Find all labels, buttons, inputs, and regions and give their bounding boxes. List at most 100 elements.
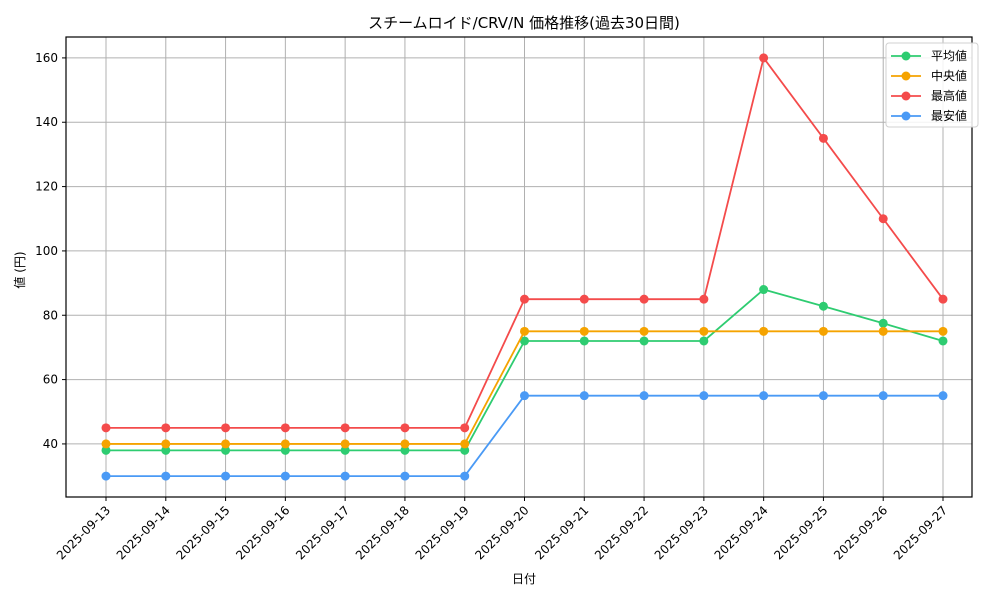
x-tick-label: 2025-09-16 <box>233 503 292 562</box>
data-point-marker <box>101 423 111 433</box>
x-tick-label: 2025-09-13 <box>54 503 113 562</box>
data-point-marker <box>639 336 649 346</box>
data-point-marker <box>759 391 769 401</box>
x-tick-label: 2025-09-14 <box>114 503 173 562</box>
legend-label: 最安値 <box>931 108 967 123</box>
data-point-marker <box>938 336 948 346</box>
x-tick-label: 2025-09-20 <box>472 503 531 562</box>
y-axis: 40 60 80 100 120 140 160 <box>35 51 66 451</box>
x-tick-label: 2025-09-22 <box>592 503 651 562</box>
data-point-marker <box>579 391 589 401</box>
data-point-marker <box>101 439 111 449</box>
x-tick-label: 2025-09-18 <box>353 503 412 562</box>
data-point-marker <box>520 294 529 304</box>
x-tick-label: 2025-09-24 <box>712 503 771 562</box>
data-point-marker <box>400 471 410 481</box>
series-1 <box>101 326 948 449</box>
data-point-marker <box>101 471 111 481</box>
x-tick-label: 2025-09-19 <box>413 503 472 562</box>
data-point-marker <box>221 445 231 455</box>
data-point-marker <box>280 445 290 455</box>
x-tick-label: 2025-09-21 <box>532 503 591 562</box>
y-tick-label: 160 <box>35 51 58 65</box>
data-point-marker <box>639 294 649 304</box>
data-point-marker <box>699 391 709 401</box>
plot-frame <box>65 36 973 498</box>
data-point-marker <box>161 471 171 481</box>
series-0 <box>101 285 948 455</box>
data-point-marker <box>340 423 350 433</box>
data-point-marker <box>400 439 410 449</box>
data-point-marker <box>878 318 888 328</box>
y-tick-label: 100 <box>35 244 58 258</box>
legend-item: 平均値 <box>891 48 967 63</box>
data-point-marker <box>221 423 231 433</box>
legend-label: 最高値 <box>931 88 967 103</box>
legend-label: 平均値 <box>931 48 967 63</box>
y-tick-label: 40 <box>43 437 58 451</box>
data-point-marker <box>460 423 470 433</box>
data-point-marker <box>878 326 888 336</box>
grid-lines <box>66 37 972 497</box>
data-point-marker <box>340 471 350 481</box>
data-point-marker <box>938 326 948 336</box>
data-point-marker <box>400 445 410 455</box>
legend-marker-icon <box>901 71 911 81</box>
legend-box <box>885 42 979 128</box>
data-point-marker <box>818 391 828 401</box>
y-tick-label: 140 <box>35 115 58 129</box>
data-point-marker <box>221 439 231 449</box>
data-point-marker <box>460 445 470 455</box>
series-3 <box>101 391 948 481</box>
legend-marker-icon <box>901 51 911 61</box>
data-point-marker <box>460 471 470 481</box>
data-point-marker <box>579 326 589 336</box>
data-point-marker <box>400 423 410 433</box>
data-point-marker <box>818 133 828 143</box>
data-point-marker <box>280 471 290 481</box>
data-point-marker <box>699 326 709 336</box>
y-tick-label: 80 <box>43 308 58 322</box>
x-axis-label: 日付 <box>512 572 536 586</box>
data-point-marker <box>818 301 828 311</box>
data-point-marker <box>759 326 769 336</box>
data-point-marker <box>460 439 470 449</box>
data-point-marker <box>520 326 529 336</box>
data-point-marker <box>101 445 111 455</box>
x-tick-label: 2025-09-17 <box>293 503 352 562</box>
y-axis-label: 値 (円) <box>12 251 27 288</box>
data-point-marker <box>818 326 828 336</box>
legend-marker-icon <box>901 91 911 101</box>
x-tick-label: 2025-09-25 <box>771 503 830 562</box>
data-point-marker <box>161 445 171 455</box>
series-2 <box>101 53 948 433</box>
data-point-marker <box>938 294 948 304</box>
x-tick-label: 2025-09-26 <box>831 503 890 562</box>
data-point-marker <box>579 294 589 304</box>
legend-label: 中央値 <box>931 68 967 83</box>
y-tick-label: 60 <box>43 373 58 387</box>
data-point-marker <box>340 445 350 455</box>
x-axis: 2025-09-13 2025-09-14 2025-09-15 2025-09-16… <box>54 497 950 562</box>
data-point-marker <box>280 439 290 449</box>
data-point-marker <box>639 326 649 336</box>
series-layer <box>101 53 948 481</box>
legend-item: 中央値 <box>891 68 967 83</box>
x-tick-label: 2025-09-23 <box>652 503 711 562</box>
chart-title: スチームロイド/CRV/N 価格推移(過去30日間) <box>368 14 680 32</box>
data-point-marker <box>520 336 529 346</box>
legend-item: 最高値 <box>891 88 967 103</box>
data-point-marker <box>161 423 171 433</box>
legend-item: 最安値 <box>891 108 967 123</box>
x-tick-label: 2025-09-15 <box>173 503 232 562</box>
data-point-marker <box>699 336 709 346</box>
y-tick-label: 120 <box>35 180 58 194</box>
data-point-marker <box>759 53 769 63</box>
data-point-marker <box>340 439 350 449</box>
data-point-marker <box>878 391 888 401</box>
data-point-marker <box>221 471 231 481</box>
data-point-marker <box>639 391 649 401</box>
